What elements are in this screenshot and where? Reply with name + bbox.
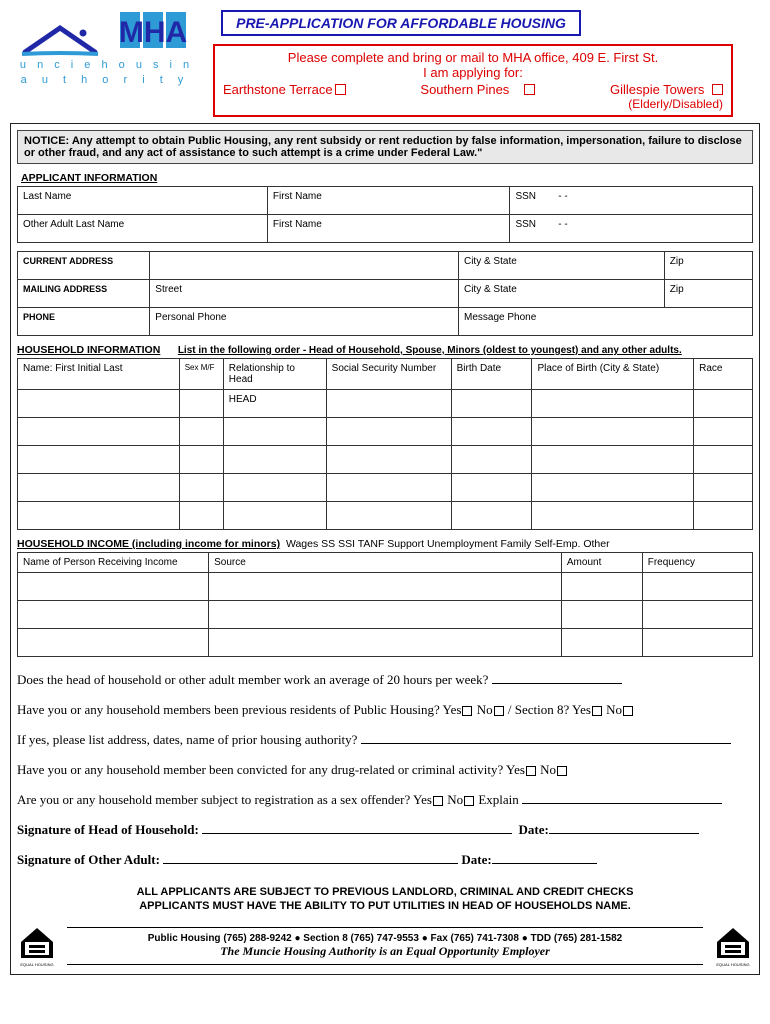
question-sexoffender: Are you or any household member subject … — [17, 787, 753, 813]
field-message-phone[interactable]: Message Phone — [458, 308, 752, 336]
checkbox-southern[interactable] — [524, 84, 535, 95]
applicant-table: Last Name First Name SSN - - Other Adult… — [17, 186, 753, 243]
blank-20hours[interactable] — [492, 683, 622, 684]
blank-explain[interactable] — [522, 803, 722, 804]
col-rel: Relationship to Head — [223, 359, 326, 390]
hh-cell[interactable] — [18, 390, 180, 418]
blank-sig-head[interactable] — [202, 833, 512, 834]
field-other-ssn[interactable]: SSN - - — [510, 215, 753, 243]
col-income-name: Name of Person Receiving Income — [18, 553, 209, 573]
household-table: Name: First Initial Last Sex M/F Relatio… — [17, 358, 753, 530]
question-20hours: Does the head of household or other adul… — [17, 667, 753, 693]
checkbox-earthstone[interactable] — [335, 84, 346, 95]
col-name: Name: First Initial Last — [18, 359, 180, 390]
instruction-line2: I am applying for: — [223, 65, 723, 80]
col-race: Race — [694, 359, 753, 390]
footer-phones: Public Housing (765) 288-9242 ● Section … — [67, 933, 703, 944]
final-notice: ALL APPLICANTS ARE SUBJECT TO PREVIOUS L… — [17, 885, 753, 914]
income-heading: HOUSEHOLD INCOME (including income for m… — [17, 538, 753, 550]
footer: EQUAL HOUSING Public Housing (765) 288-9… — [17, 924, 753, 968]
header-row: MHA m u n c i e h o u s i n g a u t h o … — [10, 10, 760, 117]
checkbox-conv-yes[interactable] — [526, 766, 536, 776]
option-southern: Southern Pines — [420, 82, 535, 97]
label-phone: PHONE — [18, 308, 150, 336]
question-convicted: Have you or any household member been co… — [17, 757, 753, 783]
checkbox-prev-no[interactable] — [494, 706, 504, 716]
field-last-name[interactable]: Last Name — [18, 187, 268, 215]
field-mailing-street[interactable]: Street — [150, 280, 459, 308]
field-mailing-city[interactable]: City & State — [458, 280, 664, 308]
label-current-address: CURRENT ADDRESS — [18, 252, 150, 280]
svg-text:m u n c i e h o u s i n g: m u n c i e h o u s i n g — [10, 59, 200, 71]
signature-head: Signature of Head of Household: Date: — [17, 817, 753, 843]
col-pob: Place of Birth (City & State) — [532, 359, 694, 390]
svg-text:EQUAL HOUSING: EQUAL HOUSING — [716, 962, 749, 967]
field-other-first[interactable]: First Name — [267, 215, 510, 243]
col-income-amount: Amount — [561, 553, 642, 573]
label-mailing-address: MAILING ADDRESS — [18, 280, 150, 308]
signature-other: Signature of Other Adult: Date: — [17, 847, 753, 873]
field-current-city[interactable]: City & State — [458, 252, 664, 280]
question-prior-authority: If yes, please list address, dates, name… — [17, 727, 753, 753]
svg-text:MHA: MHA — [119, 16, 187, 49]
income-table: Name of Person Receiving Income Source A… — [17, 552, 753, 657]
checkbox-so-no[interactable] — [464, 796, 474, 806]
checkbox-sec8-yes[interactable] — [592, 706, 602, 716]
questions-section: Does the head of household or other adul… — [17, 667, 753, 873]
equal-housing-icon-right: EQUAL HOUSING — [713, 924, 753, 968]
footer-text: Public Housing (765) 288-9242 ● Section … — [67, 927, 703, 965]
applicant-heading: APPLICANT INFORMATION — [21, 172, 753, 184]
col-birth: Birth Date — [451, 359, 532, 390]
mha-logo-svg: MHA m u n c i e h o u s i n g a u t h o … — [10, 10, 200, 90]
form-title: PRE-APPLICATION FOR AFFORDABLE HOUSING — [221, 10, 581, 36]
option-gillespie: Gillespie Towers — [610, 82, 723, 97]
field-current-street[interactable] — [150, 252, 459, 280]
col-income-source: Source — [209, 553, 562, 573]
blank-date-head[interactable] — [549, 833, 699, 834]
footer-tagline: The Muncie Housing Authority is an Equal… — [67, 944, 703, 959]
col-income-freq: Frequency — [642, 553, 752, 573]
instruction-box: Please complete and bring or mail to MHA… — [213, 44, 733, 117]
blank-prior[interactable] — [361, 743, 731, 744]
col-sex: Sex M/F — [179, 359, 223, 390]
checkbox-prev-yes[interactable] — [462, 706, 472, 716]
svg-text:a u t h o r i t y: a u t h o r i t y — [21, 74, 190, 86]
field-ssn[interactable]: SSN - - — [510, 187, 753, 215]
checkbox-conv-no[interactable] — [557, 766, 567, 776]
apply-options: Earthstone Terrace Southern Pines Gilles… — [223, 82, 723, 111]
field-current-zip[interactable]: Zip — [664, 252, 752, 280]
notice-box: NOTICE: Any attempt to obtain Public Hou… — [17, 130, 753, 164]
household-heading: HOUSEHOLD INFORMATION List in the follow… — [17, 344, 753, 356]
field-first-name[interactable]: First Name — [267, 187, 510, 215]
form-body: NOTICE: Any attempt to obtain Public Hou… — [10, 123, 760, 975]
question-prev-resident: Have you or any household members been p… — [17, 697, 753, 723]
option-gillespie-col: Gillespie Towers (Elderly/Disabled) — [610, 82, 723, 111]
address-table: CURRENT ADDRESS City & State Zip MAILING… — [17, 251, 753, 336]
option-earthstone: Earthstone Terrace — [223, 82, 346, 97]
col-ssn: Social Security Number — [326, 359, 451, 390]
checkbox-sec8-no[interactable] — [623, 706, 633, 716]
blank-date-other[interactable] — [492, 863, 597, 864]
svg-text:EQUAL HOUSING: EQUAL HOUSING — [20, 962, 53, 967]
field-mailing-zip[interactable]: Zip — [664, 280, 752, 308]
blank-sig-other[interactable] — [163, 863, 458, 864]
logo: MHA m u n c i e h o u s i n g a u t h o … — [10, 10, 205, 93]
gillespie-sublabel: (Elderly/Disabled) — [628, 97, 723, 111]
head-label: HEAD — [223, 390, 326, 418]
header-right: PRE-APPLICATION FOR AFFORDABLE HOUSING P… — [213, 10, 733, 117]
instruction-line1: Please complete and bring or mail to MHA… — [223, 50, 723, 65]
checkbox-gillespie[interactable] — [712, 84, 723, 95]
field-other-last[interactable]: Other Adult Last Name — [18, 215, 268, 243]
checkbox-so-yes[interactable] — [433, 796, 443, 806]
equal-housing-icon-left: EQUAL HOUSING — [17, 924, 57, 968]
field-personal-phone[interactable]: Personal Phone — [150, 308, 459, 336]
